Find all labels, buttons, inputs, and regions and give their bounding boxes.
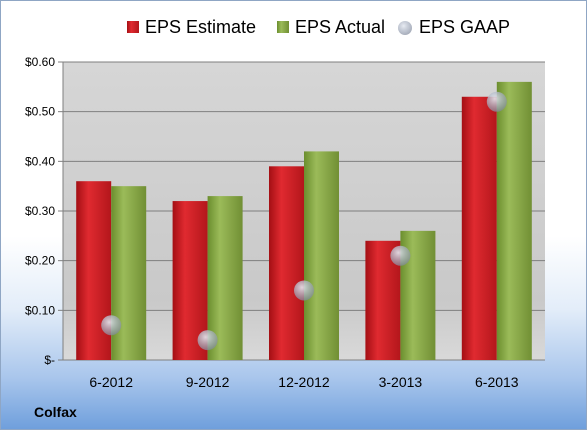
- bar-eps-estimate: [269, 166, 304, 360]
- bar-eps-actual: [111, 186, 147, 360]
- y-tick-label: $-: [44, 353, 55, 367]
- legend-item-actual: EPS Actual: [277, 17, 385, 37]
- legend-label-estimate: EPS Estimate: [145, 17, 256, 37]
- y-tick-label: $0.40: [25, 154, 55, 168]
- y-tick-label: $0.50: [25, 105, 55, 119]
- x-axis-labels: 6-2012 9-2012 12-2012 3-2013 6-2013: [89, 374, 518, 390]
- legend-swatch-estimate: [127, 21, 139, 33]
- bar-eps-estimate: [461, 96, 497, 361]
- legend-swatch-gaap: [398, 21, 412, 35]
- point-eps-gaap: [294, 280, 314, 301]
- x-tick-label: 9-2012: [186, 374, 230, 390]
- legend: EPS Estimate EPS Actual EPS GAAP: [127, 17, 510, 37]
- legend-item-gaap: EPS GAAP: [398, 17, 510, 37]
- y-tick-label: $0.60: [25, 55, 55, 69]
- gaap-points: [101, 91, 507, 351]
- y-axis-ticks: $- $0.10 $0.20 $0.30 $0.40 $0.50 $0.60: [25, 55, 64, 367]
- x-tick-label: 6-2012: [89, 374, 133, 390]
- point-eps-gaap: [486, 91, 507, 112]
- legend-label-actual: EPS Actual: [295, 17, 385, 37]
- bar-eps-actual: [496, 81, 532, 360]
- legend-swatch-actual: [277, 21, 289, 33]
- legend-label-gaap: EPS GAAP: [419, 17, 510, 37]
- point-eps-gaap: [390, 245, 411, 266]
- x-tick-label: 12-2012: [278, 374, 330, 390]
- legend-item-estimate: EPS Estimate: [127, 17, 256, 37]
- x-tick-label: 6-2013: [475, 374, 519, 390]
- y-tick-label: $0.20: [25, 254, 55, 268]
- y-tick-label: $0.30: [25, 204, 55, 218]
- y-tick-label: $0.10: [25, 303, 55, 317]
- point-eps-gaap: [197, 330, 218, 351]
- x-tick-label: 3-2013: [379, 374, 423, 390]
- bar-eps-actual: [304, 151, 339, 360]
- company-name: Colfax: [34, 404, 77, 420]
- point-eps-gaap: [101, 315, 122, 336]
